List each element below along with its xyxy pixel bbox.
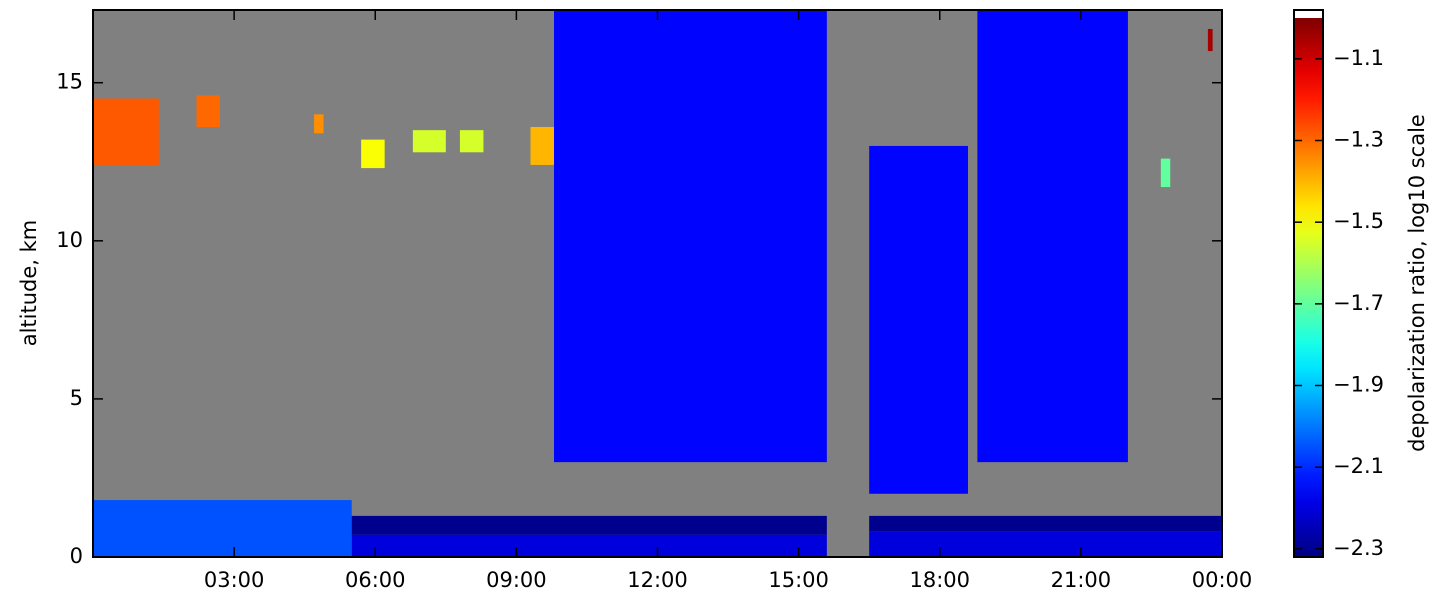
x-tick-label: 12:00 [627, 568, 688, 592]
heatmap-cell [196, 95, 221, 127]
colorbar-tick-label: −1.1 [1333, 46, 1384, 70]
colorbar [1294, 18, 1323, 557]
colorbar-tick-label: −1.7 [1333, 291, 1384, 315]
heatmap-cell [314, 114, 324, 134]
heatmap-cell [351, 515, 827, 535]
heatmap-cell [530, 126, 555, 165]
colorbar-label: depolarization ratio, log10 scale [1405, 114, 1429, 452]
colorbar-tick-label: −1.9 [1333, 373, 1384, 397]
x-tick-label: 09:00 [486, 568, 547, 592]
x-tick-label: 00:00 [1192, 568, 1253, 592]
heatmap-cell [869, 515, 1222, 532]
colorbar-tick-label: −1.5 [1333, 209, 1384, 233]
x-tick-label: 03:00 [204, 568, 265, 592]
heatmap-cell [869, 145, 968, 494]
colorbar-tick-label: −2.1 [1333, 454, 1384, 478]
y-tick-label: 10 [56, 228, 83, 252]
colorbar-tick-label: −2.3 [1333, 536, 1384, 560]
heatmap-cell [977, 10, 1128, 463]
heatmap-cell [1160, 158, 1171, 188]
heatmap-cell [412, 130, 446, 153]
heatmap-cell [869, 531, 1222, 557]
y-axis-label: altitude, km [17, 220, 41, 347]
heatmap-cell [361, 139, 385, 169]
heatmap-cell [93, 500, 352, 557]
y-tick-label: 0 [70, 544, 83, 568]
x-tick-label: 15:00 [768, 568, 829, 592]
x-tick-label: 06:00 [345, 568, 406, 592]
heatmap-cell [351, 534, 827, 557]
heatmap-cell [554, 10, 827, 463]
colorbar-frame [1293, 9, 1324, 558]
colorbar-tick-label: −1.3 [1333, 128, 1384, 152]
heatmap-cell [459, 130, 484, 153]
x-tick-label: 21:00 [1051, 568, 1112, 592]
heatmap-cell [1207, 28, 1213, 52]
x-tick-label: 18:00 [909, 568, 970, 592]
y-tick-label: 5 [70, 386, 83, 410]
y-tick-label: 15 [56, 70, 83, 94]
heatmap-cell [93, 98, 159, 165]
